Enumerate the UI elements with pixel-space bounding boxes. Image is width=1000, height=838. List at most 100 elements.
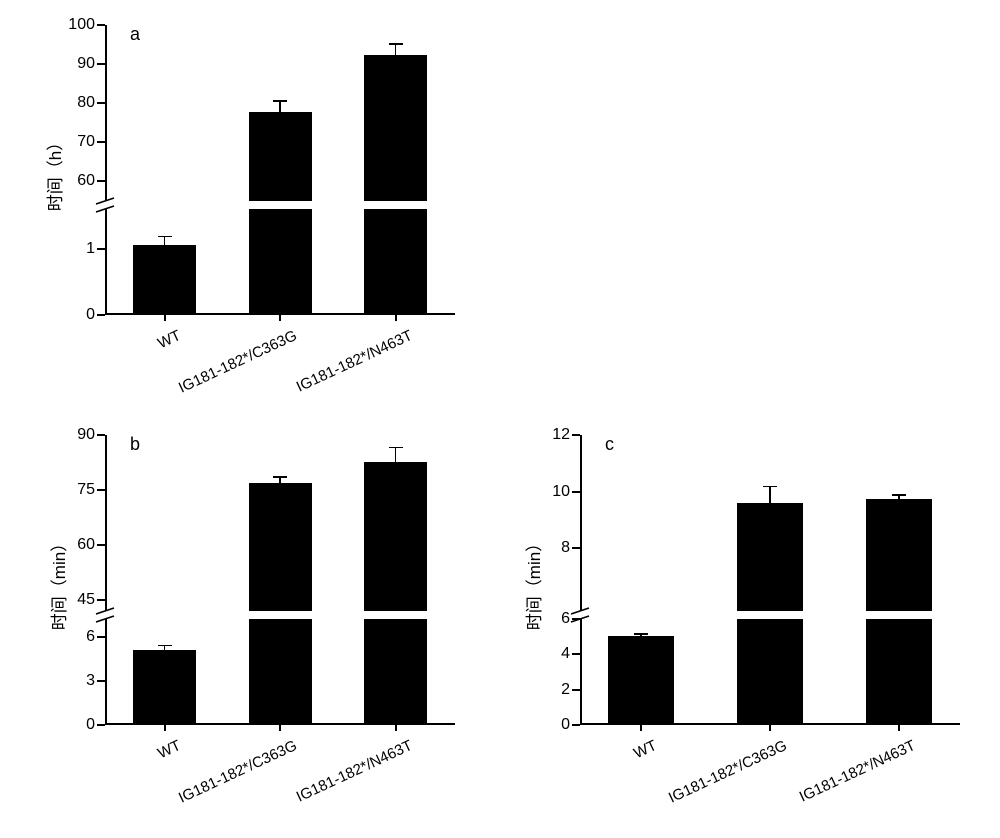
y-tick	[97, 102, 105, 104]
x-category-label: IG181-182*/C363G	[176, 327, 300, 397]
error-cap	[892, 494, 906, 496]
x-category-label: WT	[632, 737, 660, 762]
y-tick-label: 0	[86, 716, 95, 734]
x-tick	[279, 315, 281, 321]
y-tick-label: 90	[77, 55, 95, 73]
y-tick	[97, 489, 105, 491]
bar	[866, 619, 933, 725]
x-category-label: IG181-182*/N463T	[293, 327, 414, 396]
y-tick	[97, 599, 105, 601]
y-tick	[572, 434, 580, 436]
error-bar	[279, 477, 281, 482]
y-axis-lower	[105, 209, 107, 315]
x-category-label: WT	[155, 737, 183, 762]
y-tick	[97, 680, 105, 682]
axis-break-icon	[94, 196, 116, 206]
y-tick-label: 0	[86, 306, 95, 324]
x-category-label: IG181-182*/N463T	[293, 737, 414, 806]
chart-a: a 时间（h） 0160708090100WTIG181-182*/C363GI…	[30, 10, 470, 410]
y-axis-title-b: 时间（min）	[45, 535, 70, 630]
y-tick-label: 90	[77, 426, 95, 444]
x-tick	[164, 315, 166, 321]
y-tick	[97, 434, 105, 436]
plot-area-a: 0160708090100WTIG181-182*/C363GIG181-182…	[105, 25, 455, 315]
error-cap	[763, 486, 777, 488]
y-tick-label: 70	[77, 133, 95, 151]
y-axis-lower	[580, 619, 582, 725]
error-cap	[273, 476, 287, 478]
bar	[608, 636, 675, 725]
bar	[737, 619, 804, 725]
bar	[133, 650, 196, 725]
y-axis-upper	[105, 25, 107, 201]
error-cap	[389, 447, 403, 449]
y-tick	[572, 689, 580, 691]
x-tick	[769, 725, 771, 731]
bar	[866, 499, 933, 611]
bar	[133, 245, 196, 315]
x-category-label: IG181-182*/C363G	[176, 737, 300, 807]
y-tick	[97, 544, 105, 546]
y-tick-label: 75	[77, 481, 95, 499]
y-tick-label: 10	[552, 483, 570, 501]
y-tick-label: 0	[561, 716, 570, 734]
bar	[249, 619, 312, 725]
y-tick	[97, 180, 105, 182]
y-tick-label: 60	[77, 172, 95, 190]
error-cap	[634, 633, 648, 635]
error-bar	[279, 101, 281, 112]
error-cap	[158, 236, 172, 238]
y-tick-label: 2	[561, 681, 570, 699]
x-category-label: IG181-182*/C363G	[666, 737, 790, 807]
error-bar	[769, 487, 771, 503]
x-tick	[640, 725, 642, 731]
plot-area-b: 03645607590WTIG181-182*/C363GIG181-182*/…	[105, 435, 455, 725]
bar	[364, 619, 427, 725]
y-tick	[97, 248, 105, 250]
y-tick	[572, 724, 580, 726]
y-tick	[572, 653, 580, 655]
bar	[364, 209, 427, 315]
x-tick	[395, 725, 397, 731]
y-tick-label: 6	[86, 628, 95, 646]
y-tick-label: 60	[77, 536, 95, 554]
bar	[364, 462, 427, 611]
x-category-label: IG181-182*/N463T	[797, 737, 918, 806]
y-tick-label: 1	[86, 240, 95, 258]
x-tick	[279, 725, 281, 731]
y-axis-lower	[105, 619, 107, 725]
axis-break-icon	[94, 606, 116, 616]
plot-area-c: 024681012WTIG181-182*/C363GIG181-182*/N4…	[580, 435, 960, 725]
x-category-label: WT	[155, 327, 183, 352]
error-cap	[158, 645, 172, 647]
chart-b: b 时间（min） 03645607590WTIG181-182*/C363GI…	[30, 420, 470, 820]
x-tick	[164, 725, 166, 731]
bar	[249, 483, 312, 611]
bar	[737, 503, 804, 611]
y-tick	[97, 141, 105, 143]
y-tick	[97, 24, 105, 26]
y-axis-upper	[580, 435, 582, 611]
y-tick-label: 4	[561, 645, 570, 663]
y-tick-label: 100	[68, 16, 95, 34]
y-tick	[97, 63, 105, 65]
y-tick-label: 6	[561, 610, 570, 628]
chart-c: c 时间（min） 024681012WTIG181-182*/C363GIG1…	[505, 420, 975, 820]
error-bar	[395, 44, 397, 55]
error-cap	[273, 100, 287, 102]
y-tick-label: 3	[86, 672, 95, 690]
y-axis-title-a: 时间（h）	[41, 134, 66, 211]
y-tick	[97, 724, 105, 726]
y-tick-label: 8	[561, 539, 570, 557]
bar	[249, 112, 312, 201]
x-tick	[395, 315, 397, 321]
axis-break-icon	[569, 606, 591, 616]
y-tick	[572, 491, 580, 493]
y-tick-label: 45	[77, 591, 95, 609]
y-tick	[572, 547, 580, 549]
bar	[364, 55, 427, 201]
y-tick	[97, 314, 105, 316]
y-axis-upper	[105, 435, 107, 611]
y-tick	[97, 636, 105, 638]
error-bar	[395, 447, 397, 461]
